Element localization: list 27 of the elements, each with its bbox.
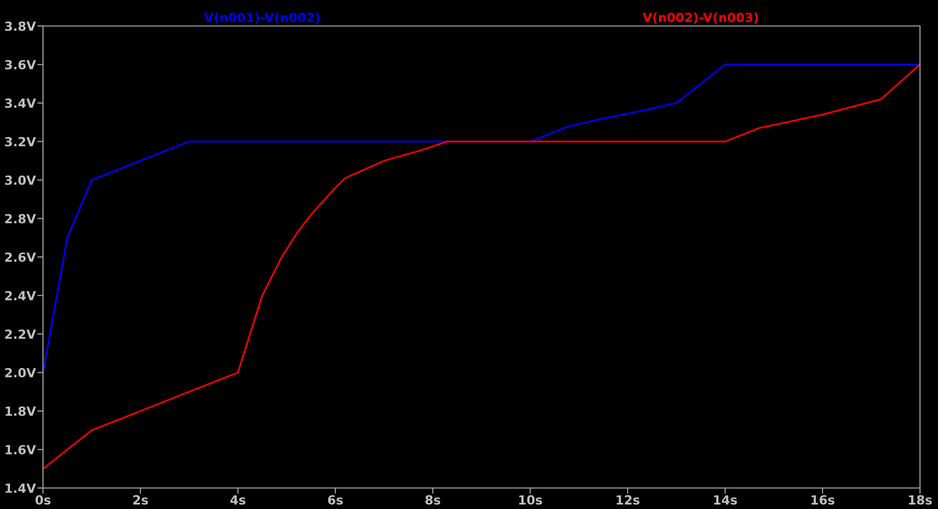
y-tick-label: 1.4V (6, 484, 36, 493)
y-tick-label: 3.8V (5, 21, 36, 31)
x-tick-label: 0s (36, 495, 50, 505)
x-tick-label: 10s (519, 495, 542, 505)
x-tick-label: 14s (714, 495, 737, 505)
text: V(n001)-V(n002) (204, 12, 320, 24)
x-tick-label: 2s (133, 495, 148, 505)
x-tick-label: 6s (328, 495, 343, 505)
line-series (43, 64, 920, 470)
y-tick-label: 3.0V (5, 175, 36, 185)
y-tick-label: 3.6V (5, 60, 36, 70)
x-tick-label: 12s (616, 495, 640, 505)
y-tick-label: 2.2V (5, 329, 36, 339)
x-tick-label: 18s (908, 495, 932, 505)
y-tick-label: 2.0V (5, 368, 36, 378)
y-tick-label: 3.4V (5, 98, 36, 108)
text: V(n002)-V(n003) (642, 12, 758, 24)
y-tick-label: 1.8V (6, 406, 36, 416)
y-tick-label: 3.2V (5, 136, 36, 146)
y-tick-label: 1.6V (6, 444, 36, 454)
x-tick-label: 16s (812, 495, 834, 505)
y-tick-label: 2.4V (5, 290, 36, 300)
x-tick-label: 8s (425, 495, 440, 505)
y-tick-label: 2.8V (5, 214, 36, 224)
x-tick-label: 4s (230, 495, 246, 505)
line-series (43, 64, 920, 374)
y-tick-label: 2.6V (5, 252, 36, 262)
